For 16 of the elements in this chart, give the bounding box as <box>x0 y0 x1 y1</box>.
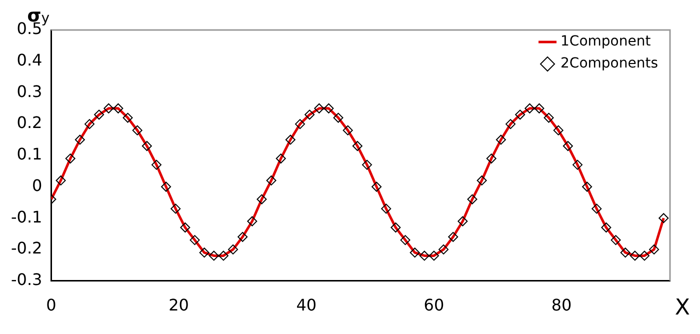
x-tick-label: 20 <box>168 296 189 315</box>
y-tick-label: 0.1 <box>16 144 42 164</box>
x-axis-title: X <box>674 296 690 321</box>
y-tick-label: -0.3 <box>11 270 42 289</box>
y-tick-label: 0.4 <box>16 50 42 70</box>
y-tick-label: 0.2 <box>16 113 42 132</box>
x-tick-label: 60 <box>424 296 444 315</box>
y-tick-label: 0.3 <box>16 82 42 101</box>
x-tick-label: 40 <box>296 296 317 315</box>
legend-label: 1Component <box>560 34 652 50</box>
y-tick-label: -0.1 <box>11 207 42 226</box>
y-tick-label: -0.2 <box>11 238 42 258</box>
x-tick-label: 80 <box>551 296 572 315</box>
x-tick-label: 0 <box>46 296 56 315</box>
legend-label: 2Components <box>560 56 658 72</box>
y-tick-label: 0 <box>32 176 42 195</box>
